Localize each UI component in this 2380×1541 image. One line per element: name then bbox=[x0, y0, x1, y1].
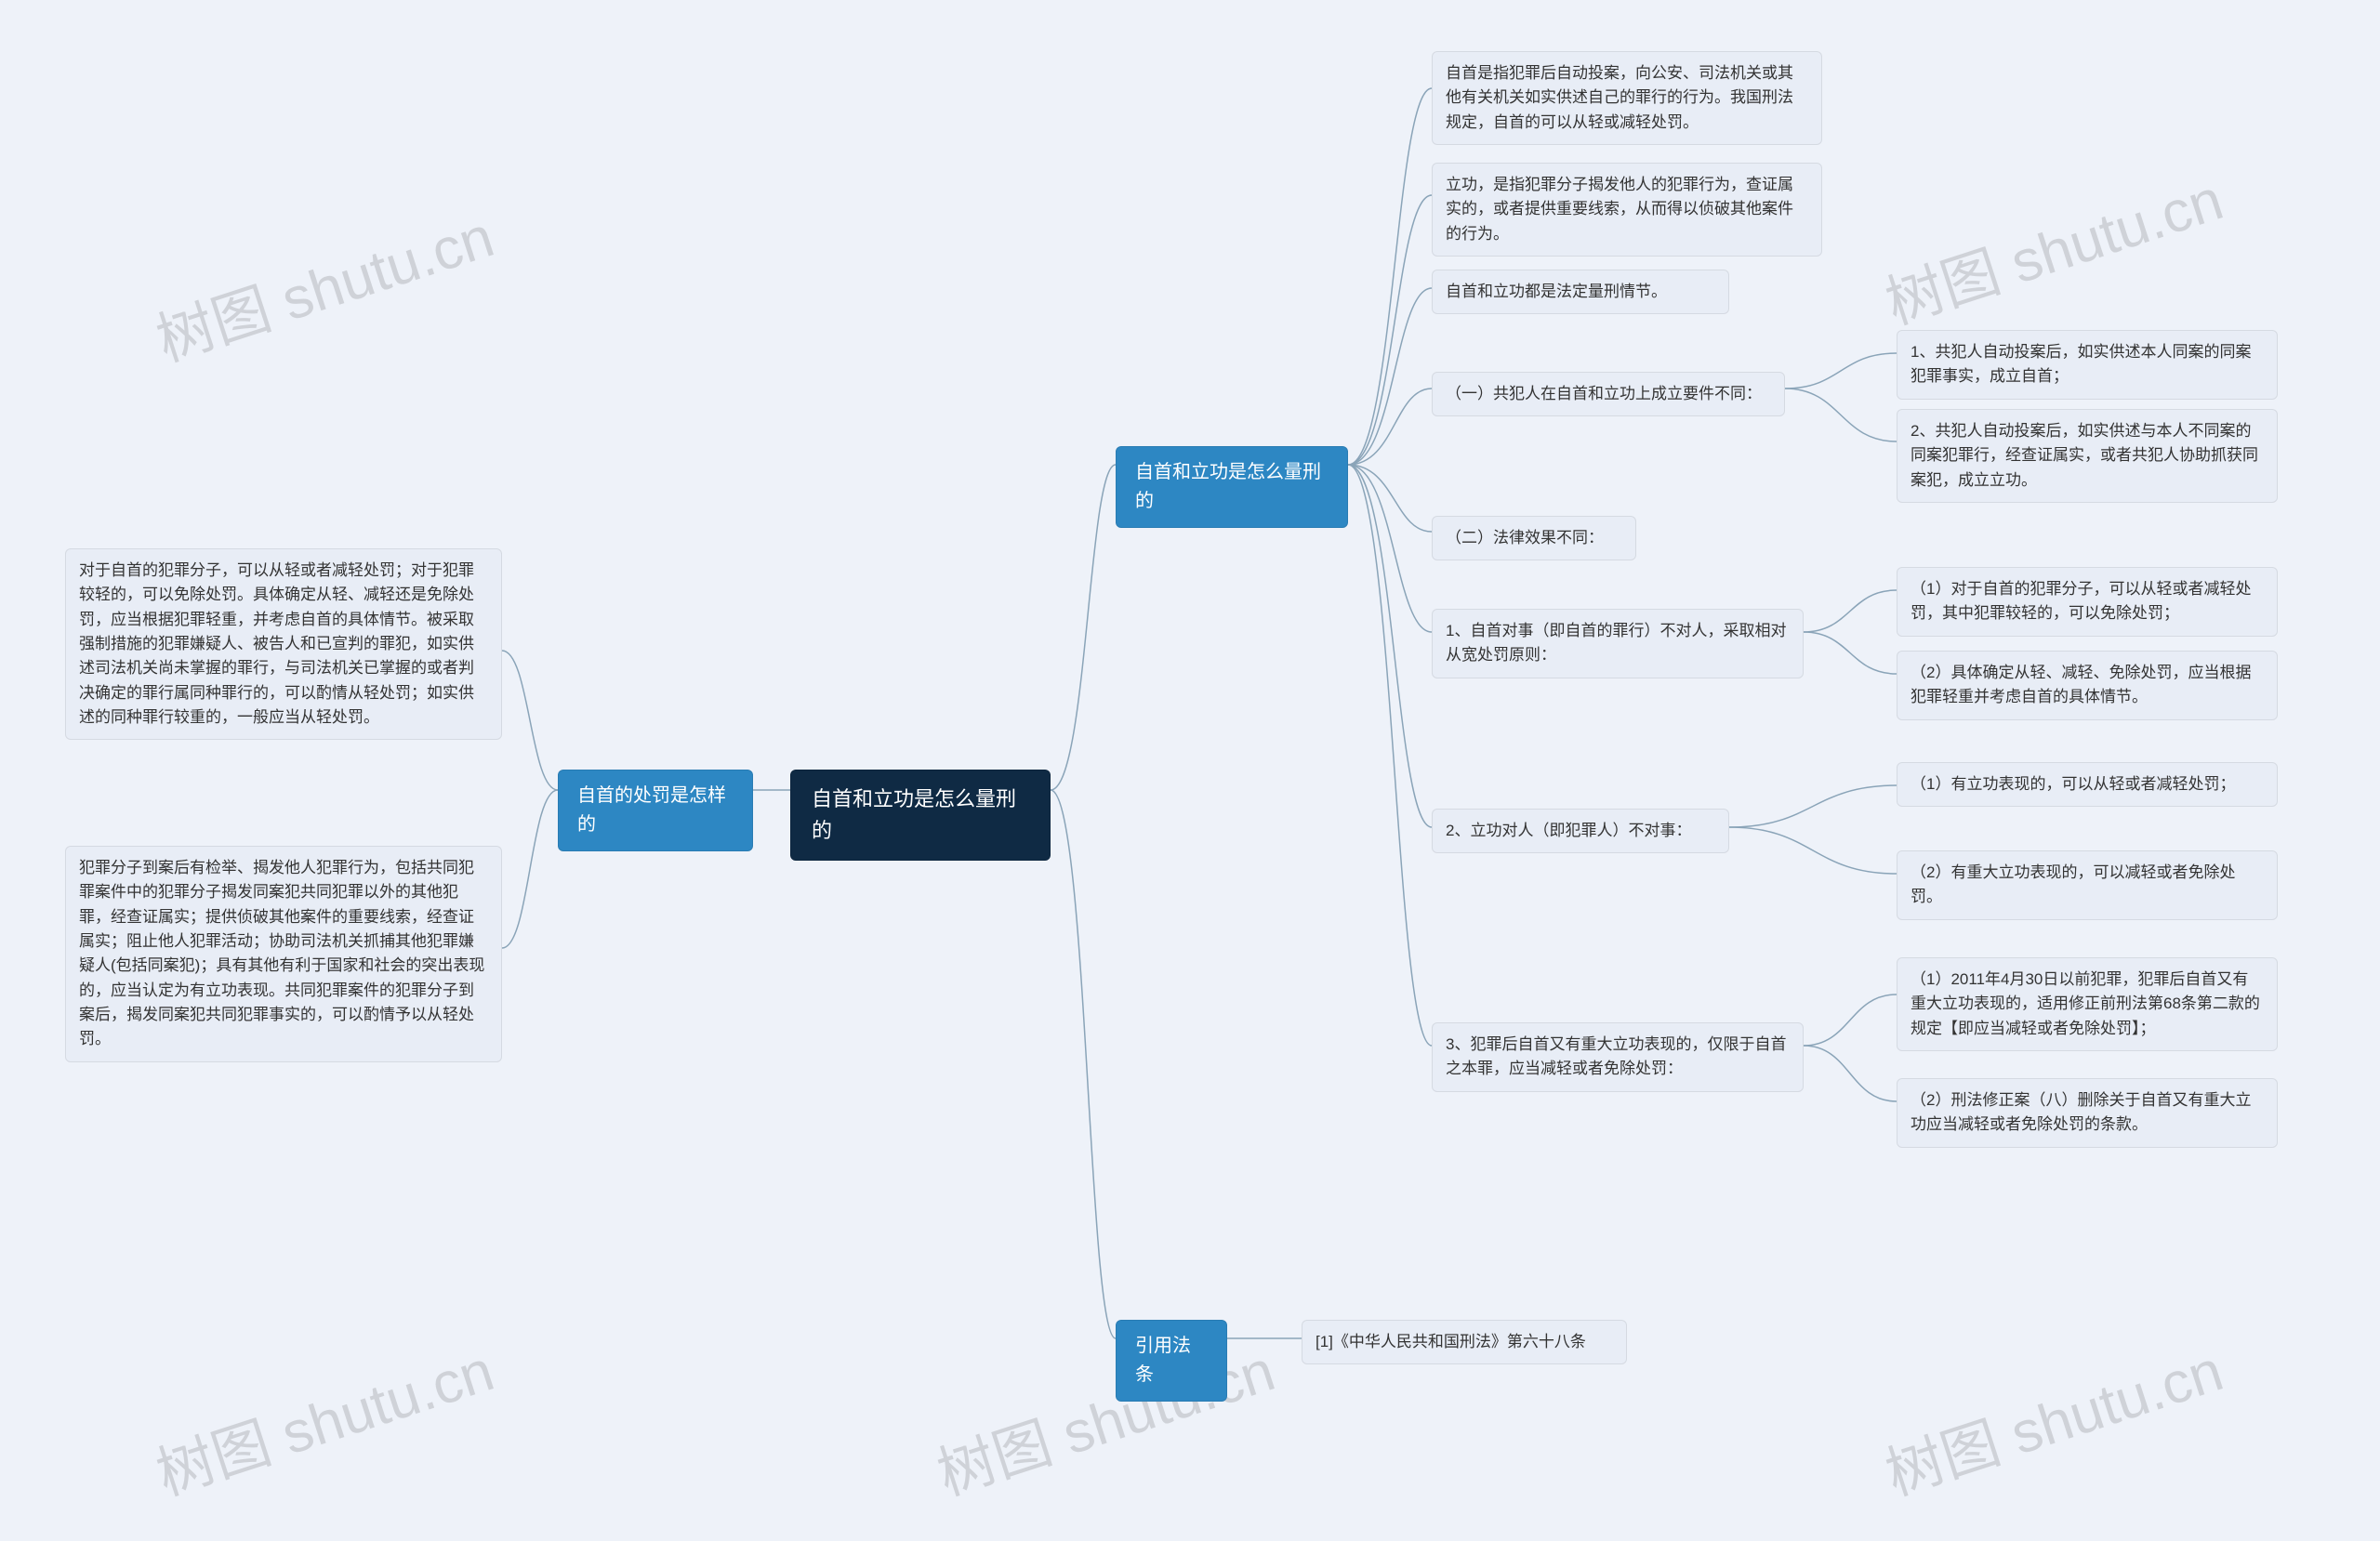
b1-item-5-child-0: （1）对于自首的犯罪分子，可以从轻或者减轻处罚，其中犯罪较轻的，可以免除处罚； bbox=[1897, 567, 2278, 637]
b1-item-7-child-1: （2）刑法修正案（八）删除关于自首又有重大立功应当减轻或者免除处罚的条款。 bbox=[1897, 1078, 2278, 1148]
b1-item-0: 自首是指犯罪后自动投案，向公安、司法机关或其他有关机关如实供述自己的罪行的行为。… bbox=[1432, 51, 1822, 145]
left-leaf-1: 犯罪分子到案后有检举、揭发他人犯罪行为，包括共同犯罪案件中的犯罪分子揭发同案犯共… bbox=[65, 846, 502, 1062]
watermark: 树图 shutu.cn bbox=[925, 1324, 1283, 1511]
b1-item-6: 2、立功对人（即犯罪人）不对事： bbox=[1432, 809, 1729, 853]
b1-item-7: 3、犯罪后自首又有重大立功表现的，仅限于自首之本罪，应当减轻或者免除处罚： bbox=[1432, 1022, 1804, 1092]
b1-item-5-child-1: （2）具体确定从轻、减轻、免除处罚，应当根据犯罪轻重并考虑自首的具体情节。 bbox=[1897, 651, 2278, 720]
watermark: 树图 shutu.cn bbox=[144, 190, 502, 377]
right-branch-2: 引用法条 bbox=[1116, 1320, 1227, 1402]
watermark: 树图 shutu.cn bbox=[144, 1324, 502, 1511]
b1-item-6-child-1: （2）有重大立功表现的，可以减轻或者免除处罚。 bbox=[1897, 850, 2278, 920]
b1-item-1: 立功，是指犯罪分子揭发他人的犯罪行为，查证属实的，或者提供重要线索，从而得以侦破… bbox=[1432, 163, 1822, 257]
b1-item-6-child-0: （1）有立功表现的，可以从轻或者减轻处罚； bbox=[1897, 762, 2278, 807]
b1-item-3-child-0: 1、共犯人自动投案后，如实供述本人同案的同案犯罪事实，成立自首； bbox=[1897, 330, 2278, 400]
watermark: 树图 shutu.cn bbox=[1873, 152, 2231, 340]
left-branch: 自首的处罚是怎样的 bbox=[558, 770, 753, 851]
right-branch-1: 自首和立功是怎么量刑的 bbox=[1116, 446, 1348, 528]
b1-item-3: （一）共犯人在自首和立功上成立要件不同： bbox=[1432, 372, 1785, 416]
b1-item-2: 自首和立功都是法定量刑情节。 bbox=[1432, 270, 1729, 314]
root-node: 自首和立功是怎么量刑的 bbox=[790, 770, 1051, 861]
b1-item-4: （二）法律效果不同： bbox=[1432, 516, 1636, 560]
b1-item-3-child-1: 2、共犯人自动投案后，如实供述与本人不同案的同案犯罪行，经查证属实，或者共犯人协… bbox=[1897, 409, 2278, 503]
b2-leaf: [1]《中华人民共和国刑法》第六十八条 bbox=[1302, 1320, 1627, 1364]
left-leaf-0: 对于自首的犯罪分子，可以从轻或者减轻处罚；对于犯罪较轻的，可以免除处罚。具体确定… bbox=[65, 548, 502, 740]
watermark: 树图 shutu.cn bbox=[1873, 1324, 2231, 1511]
b1-item-5: 1、自首对事（即自首的罪行）不对人，采取相对从宽处罚原则： bbox=[1432, 609, 1804, 678]
b1-item-7-child-0: （1）2011年4月30日以前犯罪，犯罪后自首又有重大立功表现的，适用修正前刑法… bbox=[1897, 957, 2278, 1051]
